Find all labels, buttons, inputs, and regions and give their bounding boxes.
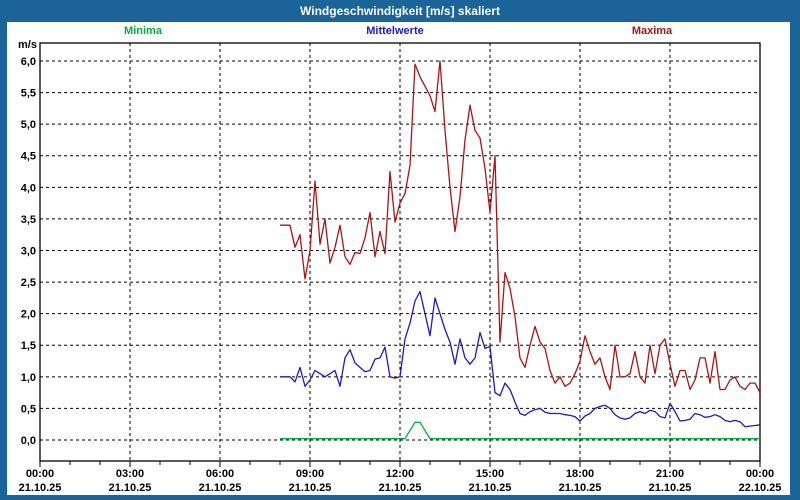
y-axis-unit-label: m/s xyxy=(18,39,37,51)
y-tick-label: 1,5 xyxy=(21,340,36,352)
window-border-right xyxy=(790,0,800,500)
x-tick-date-label: 21.10.25 xyxy=(379,482,422,494)
legend-label-mittelwerte: Mittelwerte xyxy=(366,25,424,37)
series-line-mittelwerte xyxy=(280,290,761,428)
y-tick-label: 0,0 xyxy=(21,435,36,447)
window-border-bottom xyxy=(0,495,800,500)
x-tick-date-label: 21.10.25 xyxy=(199,482,242,494)
y-tick-label: 6,0 xyxy=(21,56,36,68)
x-tick-time-label: 00:00 xyxy=(26,468,54,480)
legend-label-minima: Minima xyxy=(124,25,162,37)
series-line-minima xyxy=(280,421,760,440)
y-tick-label: 2,0 xyxy=(21,309,36,321)
x-tick-date-label: 21.10.25 xyxy=(19,482,62,494)
x-tick-date-label: 21.10.25 xyxy=(289,482,332,494)
x-tick-date-label: 21.10.25 xyxy=(109,482,152,494)
series-line-maxima xyxy=(280,60,761,393)
x-tick-time-label: 12:00 xyxy=(386,468,414,480)
y-tick-label: 2,5 xyxy=(21,277,36,289)
x-tick-date-label: 21.10.25 xyxy=(559,482,602,494)
x-tick-time-label: 18:00 xyxy=(566,468,594,480)
x-tick-time-label: 15:00 xyxy=(476,468,504,480)
x-tick-time-label: 06:00 xyxy=(206,468,234,480)
y-tick-label: 4,5 xyxy=(21,151,36,163)
x-tick-time-label: 00:00 xyxy=(746,468,774,480)
window-title: Windgeschwindigkeit [m/s] skaliert xyxy=(0,0,800,22)
window-border-left xyxy=(0,0,7,500)
x-tick-date-label: 22.10.25 xyxy=(739,482,782,494)
y-tick-label: 0,5 xyxy=(21,403,36,415)
y-tick-label: 1,0 xyxy=(21,372,36,384)
legend-label-maxima: Maxima xyxy=(631,25,673,37)
y-tick-label: 5,5 xyxy=(21,88,36,100)
x-tick-date-label: 21.10.25 xyxy=(469,482,512,494)
x-tick-date-label: 21.10.25 xyxy=(649,482,692,494)
x-tick-time-label: 03:00 xyxy=(116,468,144,480)
y-tick-label: 5,0 xyxy=(21,119,36,131)
y-tick-label: 4,0 xyxy=(21,182,36,194)
x-tick-time-label: 09:00 xyxy=(296,468,324,480)
x-tick-time-label: 21:00 xyxy=(656,468,684,480)
y-tick-label: 3,5 xyxy=(21,214,36,226)
y-tick-label: 3,0 xyxy=(21,245,36,257)
